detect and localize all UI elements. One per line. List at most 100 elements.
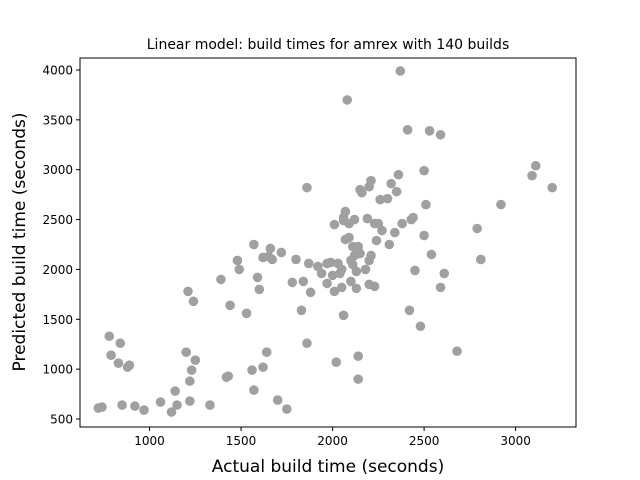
data-point xyxy=(282,404,292,414)
data-point xyxy=(302,338,312,349)
x-tick-label: 3000 xyxy=(500,434,531,448)
y-tick-label: 4000 xyxy=(42,63,73,77)
data-point xyxy=(170,386,180,396)
data-point xyxy=(371,235,382,246)
data-point xyxy=(322,278,332,289)
data-point xyxy=(139,405,149,415)
y-tick-label: 2000 xyxy=(42,263,73,277)
y-tick-label: 3500 xyxy=(42,113,73,127)
data-point xyxy=(419,165,429,176)
x-axis-ticks: 1000 1500 2000 2500 3000 xyxy=(134,427,531,448)
data-point xyxy=(527,170,537,181)
data-point xyxy=(415,321,426,332)
x-tick-label: 1000 xyxy=(134,434,165,448)
data-point xyxy=(419,230,429,241)
data-point xyxy=(435,129,446,140)
data-point xyxy=(369,281,380,292)
data-point xyxy=(261,347,272,358)
data-point xyxy=(291,254,301,265)
data-point xyxy=(377,225,387,236)
y-tick-label: 3000 xyxy=(42,163,73,177)
data-point xyxy=(155,397,166,407)
data-point xyxy=(216,274,226,285)
data-point xyxy=(113,358,124,368)
data-point xyxy=(254,284,265,295)
data-point xyxy=(404,305,415,316)
data-point xyxy=(272,395,283,405)
data-point xyxy=(351,266,362,277)
data-point xyxy=(336,282,347,293)
data-point xyxy=(355,248,365,259)
data-point xyxy=(181,347,191,358)
y-axis-label: Predicted build time (seconds) xyxy=(10,113,30,372)
data-point xyxy=(316,268,327,279)
data-point xyxy=(303,258,314,269)
data-point xyxy=(338,310,349,321)
data-point xyxy=(424,126,435,136)
data-point xyxy=(130,401,140,411)
x-tick-label: 1500 xyxy=(226,434,257,448)
data-point xyxy=(530,160,541,171)
data-point xyxy=(298,276,309,287)
data-point xyxy=(186,365,197,375)
x-tick-label: 2500 xyxy=(409,434,440,448)
data-point xyxy=(247,365,257,375)
data-point xyxy=(342,95,353,105)
data-point xyxy=(329,219,340,230)
data-point xyxy=(252,272,263,283)
data-point xyxy=(267,254,277,265)
data-point xyxy=(340,206,351,217)
data-point xyxy=(366,250,376,261)
y-tick-label: 500 xyxy=(50,413,73,427)
data-point xyxy=(172,400,182,410)
data-point xyxy=(190,355,201,365)
data-point xyxy=(249,239,259,250)
data-point xyxy=(166,407,177,417)
data-point xyxy=(496,199,506,210)
data-point xyxy=(325,257,336,268)
data-point xyxy=(241,308,252,319)
data-point xyxy=(397,218,407,229)
data-point xyxy=(452,346,462,357)
data-point xyxy=(408,212,418,223)
data-point xyxy=(472,223,482,234)
data-point xyxy=(205,400,215,410)
data-point xyxy=(476,254,486,265)
data-point xyxy=(353,351,364,361)
data-point xyxy=(395,66,406,76)
data-point xyxy=(382,193,393,204)
data-point xyxy=(547,182,558,193)
data-point xyxy=(265,243,276,254)
data-point xyxy=(249,385,259,395)
data-point xyxy=(362,213,373,224)
y-tick-label: 2500 xyxy=(42,213,73,227)
data-point xyxy=(366,175,376,186)
data-point xyxy=(426,249,437,260)
data-point xyxy=(336,264,347,275)
data-point xyxy=(234,264,245,275)
data-point xyxy=(375,194,385,205)
data-point xyxy=(115,338,126,349)
data-point xyxy=(258,362,268,372)
data-point xyxy=(353,374,364,384)
data-point xyxy=(421,199,431,210)
data-point xyxy=(276,247,287,258)
data-point xyxy=(97,402,107,412)
x-tick-label: 2000 xyxy=(317,434,348,448)
data-point xyxy=(331,357,342,367)
data-point xyxy=(327,270,338,281)
data-point xyxy=(223,371,234,381)
data-point xyxy=(410,265,420,276)
data-point xyxy=(439,268,450,279)
y-tick-label: 1500 xyxy=(42,313,73,327)
data-point xyxy=(305,287,316,298)
data-point xyxy=(296,305,307,316)
data-point xyxy=(183,286,193,297)
data-point xyxy=(390,227,400,238)
data-point xyxy=(393,169,404,180)
data-point xyxy=(349,214,360,225)
data-point xyxy=(188,296,199,307)
y-axis-ticks: 500 1000 1500 2000 2500 3000 3500 4000 xyxy=(42,63,80,427)
